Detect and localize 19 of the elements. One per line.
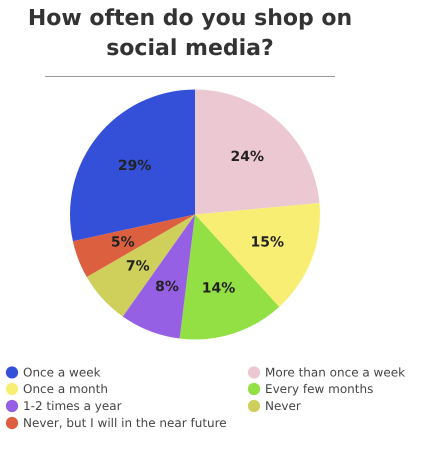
data-label: 29% <box>118 158 152 174</box>
pie-slice <box>195 202 320 307</box>
pie-slice <box>195 90 320 214</box>
chart-title: How often do you shop on social media? <box>26 5 354 63</box>
legend-label: More than once a week <box>265 365 406 380</box>
legend-label: Never, but I will in the near future <box>23 416 227 430</box>
data-label: 7% <box>126 258 150 275</box>
legend-label: Once a week <box>23 365 101 380</box>
data-label: 24% <box>230 149 264 166</box>
legend-label: Every few months <box>265 382 374 396</box>
data-label: 15% <box>250 234 284 250</box>
legend-label: Never <box>265 399 301 413</box>
legend-label: 1-2 times a year <box>23 399 122 413</box>
legend-label: Once a month <box>23 382 108 396</box>
data-label: 5% <box>110 234 135 250</box>
pie-slice <box>72 214 195 277</box>
data-label: 14% <box>202 280 236 296</box>
pie-slice <box>86 214 195 317</box>
data-label: 8% <box>155 278 179 295</box>
